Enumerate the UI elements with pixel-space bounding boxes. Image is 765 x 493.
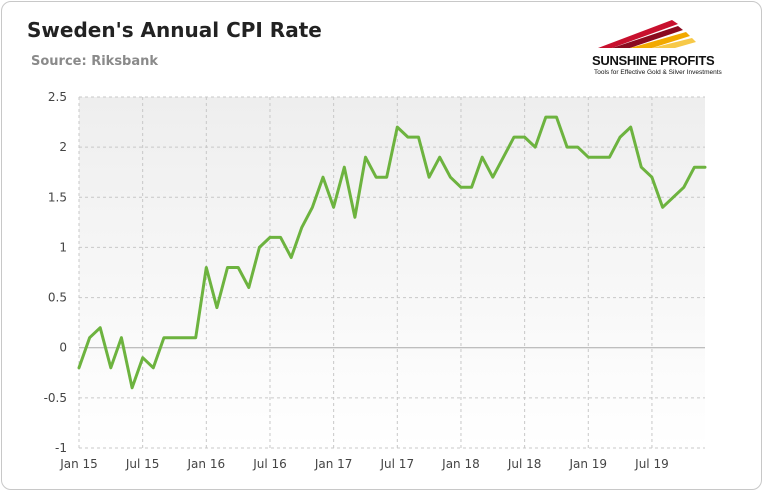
x-tick-label: Jul 15	[125, 457, 160, 471]
logo-tagline: Tools for Effective Gold & Silver Invest…	[594, 69, 722, 76]
chart-subtitle: Source: Riksbank	[31, 54, 159, 69]
sunshine-profits-logo: SUNSHINE PROFITS Tools for Effective Gol…	[590, 18, 730, 78]
y-tick-label: 0.5	[48, 291, 67, 305]
x-tick-label: Jan 15	[59, 457, 98, 471]
y-tick-label: 2.5	[48, 90, 67, 104]
y-tick-label: -1	[55, 441, 67, 455]
y-tick-label: 0	[59, 341, 67, 355]
y-tick-label: -0.5	[44, 391, 67, 405]
x-tick-label: Jan 16	[187, 457, 226, 471]
x-tick-label: Jul 17	[380, 457, 415, 471]
x-tick-label: Jul 19	[634, 457, 669, 471]
y-tick-label: 1	[59, 240, 67, 254]
x-tick-label: Jul 18	[507, 457, 542, 471]
logo-rays-icon	[598, 20, 696, 48]
chart-title: Sweden's Annual CPI Rate	[27, 18, 322, 42]
x-tick-label: Jul 16	[252, 457, 287, 471]
logo-name: SUNSHINE PROFITS	[592, 53, 715, 68]
x-tick-label: Jan 18	[441, 457, 480, 471]
cpi-series-line	[77, 115, 707, 390]
x-tick-label: Jan 19	[568, 457, 607, 471]
y-tick-label: 1.5	[48, 190, 67, 204]
x-tick-label: Jan 17	[314, 457, 353, 471]
y-tick-label: 2	[59, 140, 67, 154]
